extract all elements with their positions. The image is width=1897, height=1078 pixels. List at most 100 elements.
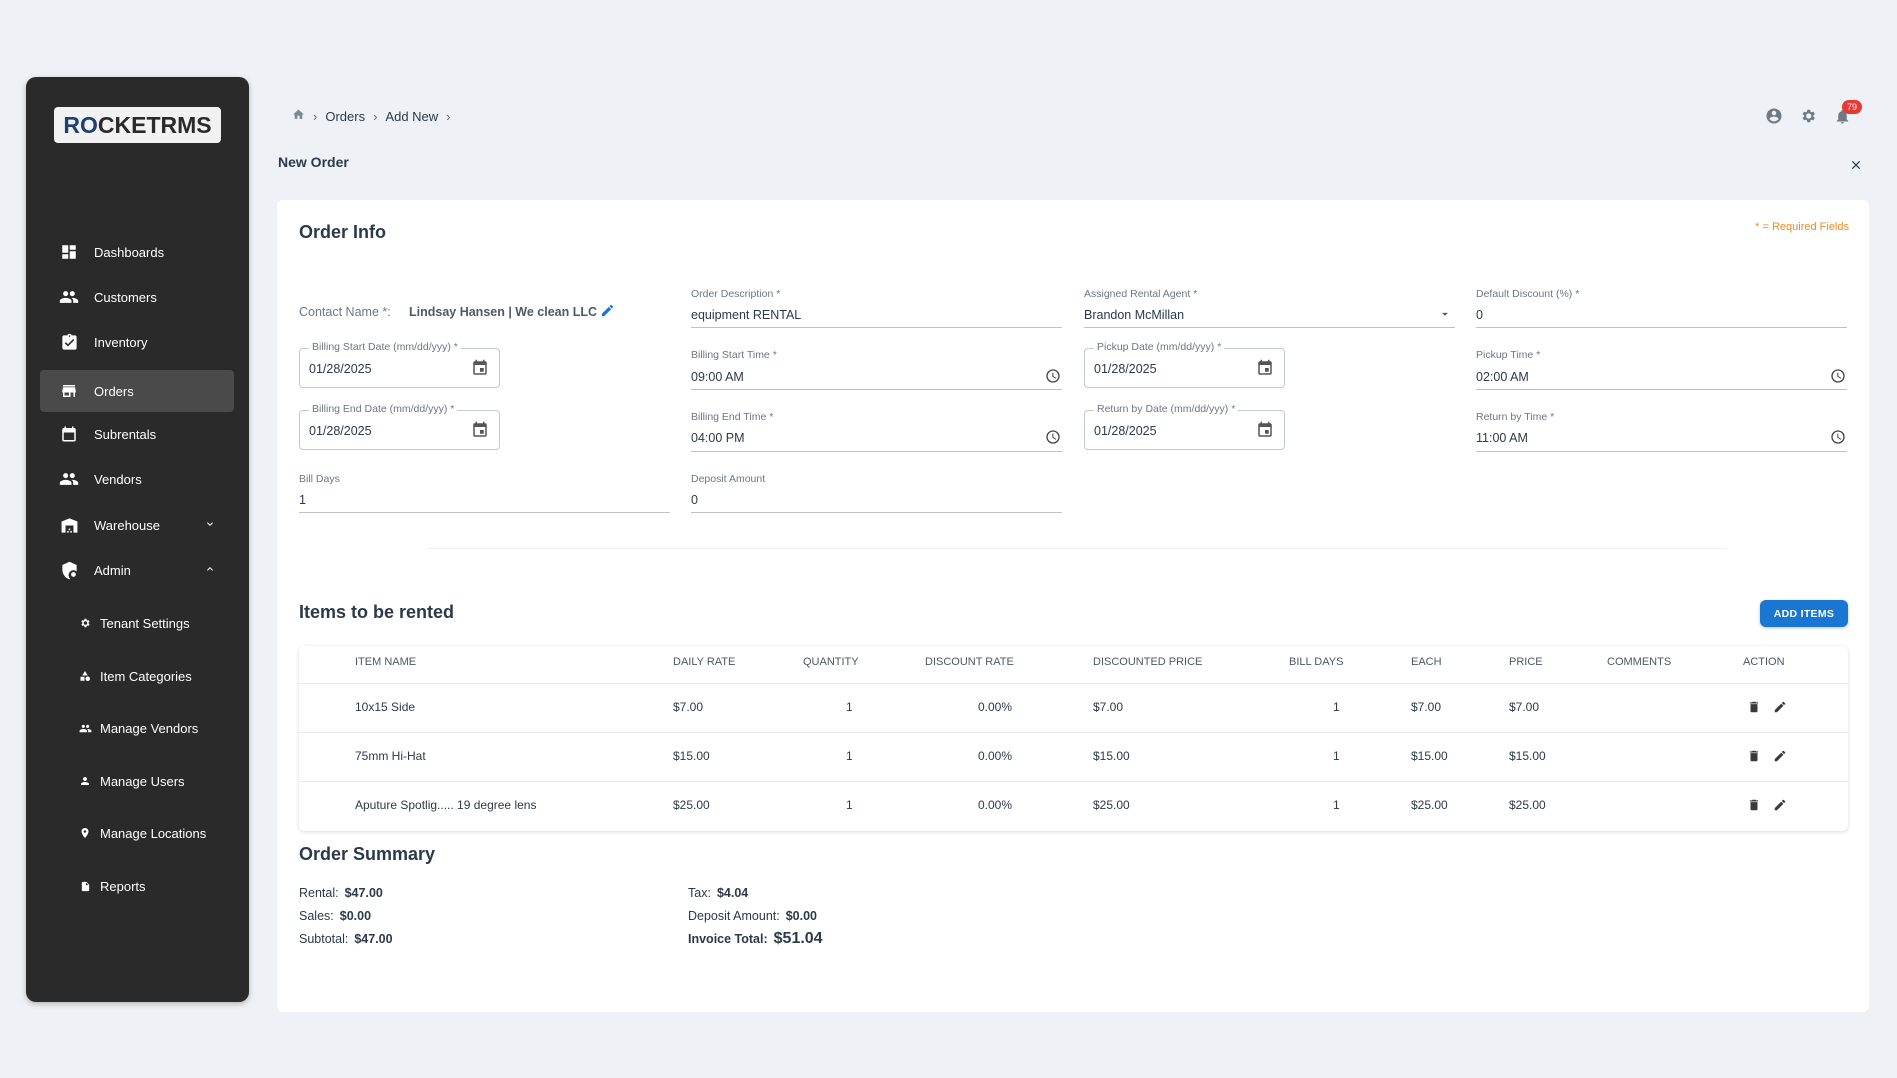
billing-end-date-value: 01/28/2025 [309, 424, 372, 438]
billing-end-date-field[interactable]: Billing End Date (mm/dd/yyy) * 01/28/202… [299, 403, 500, 450]
discount-rate-cell: 0.00% [978, 700, 1013, 714]
clock-icon[interactable] [1830, 429, 1846, 450]
summary-value: $47.00 [344, 886, 383, 900]
account-icon[interactable] [1764, 106, 1784, 126]
field-underline [691, 327, 1062, 328]
field-underline [691, 451, 1062, 452]
sidebar-item-orders[interactable]: Orders [40, 370, 234, 412]
clock-icon[interactable] [1830, 368, 1846, 389]
breadcrumb-add-new[interactable]: Add New [385, 108, 439, 124]
calendar-icon[interactable] [1256, 359, 1274, 382]
field-underline [691, 512, 1062, 513]
column-header[interactable]: BILL DAYS [1289, 656, 1344, 668]
column-header[interactable]: DISCOUNTED PRICE [1093, 656, 1203, 668]
order-info-title: Order Info [299, 222, 387, 242]
logo-text: CKETRMS [97, 111, 212, 138]
sidebar-item-subrentals[interactable]: Subrentals [40, 413, 234, 455]
notification-bell-icon[interactable]: 79 [1832, 100, 1863, 126]
field-underline [691, 389, 1062, 390]
header-actions: 79 [1764, 100, 1863, 126]
delete-icon[interactable] [1747, 749, 1761, 768]
home-icon[interactable] [292, 108, 305, 124]
billing-start-date-field[interactable]: Billing Start Date (mm/dd/yyy) * 01/28/2… [299, 341, 500, 388]
summary-label: Rental: [299, 886, 339, 900]
clock-icon[interactable] [1045, 368, 1061, 389]
pickup-date-field[interactable]: Pickup Date (mm/dd/yyy) * 01/28/2025 [1084, 341, 1285, 388]
item-name-cell: 75mm Hi-Hat [355, 749, 426, 763]
sidebar-item-warehouse[interactable]: Warehouse [40, 504, 234, 546]
pickup-date-label: Pickup Date (mm/dd/yyy) * [1094, 341, 1225, 353]
summary-tax: Tax: $4.04 [688, 886, 748, 900]
sidebar-item-label: Warehouse [94, 517, 160, 533]
summary-sales: Sales: $0.00 [299, 909, 371, 923]
sidebar-item-admin[interactable]: Admin [40, 549, 234, 591]
billing-start-time-field[interactable]: 09:00 AM [691, 370, 744, 384]
column-header[interactable]: PRICE [1509, 656, 1543, 668]
delete-icon[interactable] [1747, 798, 1761, 817]
column-header[interactable]: DISCOUNT RATE [925, 656, 1014, 668]
pickup-time-field[interactable]: 02:00 AM [1476, 370, 1529, 384]
column-header[interactable]: COMMENTS [1607, 656, 1672, 668]
column-header[interactable]: QUANTITY [803, 656, 859, 668]
sidebar-subitem-item-categories[interactable]: Item Categories [78, 661, 192, 691]
sidebar-item-inventory[interactable]: Inventory [40, 321, 234, 363]
edit-icon[interactable] [1773, 798, 1787, 817]
sidebar-item-vendors[interactable]: Vendors [40, 458, 234, 500]
column-header[interactable]: ITEM NAME [355, 656, 417, 668]
daily-rate-cell: $15.00 [673, 749, 710, 763]
sidebar-subitem-manage-users[interactable]: Manage Users [78, 766, 185, 796]
rental-agent-select[interactable]: Brandon McMillan [1084, 308, 1185, 322]
edit-icon[interactable] [1773, 749, 1787, 768]
summary-value: $0.00 [339, 909, 372, 923]
settings-gear-icon[interactable] [1798, 106, 1818, 126]
dropdown-arrow-icon[interactable] [1438, 307, 1452, 326]
app-logo[interactable]: R O CKETRMS [54, 107, 221, 143]
bill-days-field[interactable]: 1 [299, 493, 306, 507]
delete-icon[interactable] [1747, 700, 1761, 719]
calendar-icon[interactable] [471, 421, 489, 444]
people-icon [58, 468, 80, 490]
edit-contact-icon[interactable] [600, 303, 615, 323]
add-items-button[interactable]: ADD ITEMS [1760, 600, 1848, 627]
sidebar-item-customers[interactable]: Customers [40, 276, 234, 318]
sidebar-subitem-manage-vendors[interactable]: Manage Vendors [78, 713, 198, 743]
store-icon [58, 380, 80, 402]
billing-end-time-field[interactable]: 04:00 PM [691, 431, 745, 445]
sidebar-subitem-reports[interactable]: Reports [78, 871, 146, 901]
deposit-amount-label: Deposit Amount [691, 473, 766, 485]
quantity-cell: 1 [846, 700, 853, 714]
discount-rate-cell: 0.00% [978, 749, 1013, 763]
chevron-up-icon[interactable] [204, 563, 216, 578]
breadcrumb-orders-link[interactable]: Orders [325, 108, 366, 124]
bill-days-label: Bill Days [299, 473, 340, 485]
deposit-amount-field[interactable]: 0 [691, 493, 698, 507]
return-time-field[interactable]: 11:00 AM [1476, 431, 1528, 445]
calendar-icon[interactable] [1256, 421, 1274, 444]
clock-icon[interactable] [1045, 429, 1061, 450]
default-discount-label: Default Discount (%) * [1476, 288, 1580, 300]
file-icon [78, 879, 92, 893]
order-form-card: Order Info * = Required Fields Contact N… [277, 200, 1869, 1012]
return-date-field[interactable]: Return by Date (mm/dd/yyy) * 01/28/2025 [1084, 403, 1285, 450]
discounted-price-cell: $7.00 [1093, 700, 1124, 714]
chevron-down-icon[interactable] [204, 518, 216, 533]
gear-icon [78, 616, 92, 630]
default-discount-field[interactable]: 0 [1476, 308, 1483, 322]
field-underline [1476, 389, 1847, 390]
order-description-field[interactable]: equipment RENTAL [691, 308, 802, 322]
column-header[interactable]: EACH [1411, 656, 1442, 668]
close-icon[interactable] [1846, 155, 1866, 175]
edit-icon[interactable] [1773, 700, 1787, 719]
sidebar-item-label: Subrentals [94, 426, 157, 442]
column-header[interactable]: ACTION [1743, 656, 1785, 668]
people-icon [58, 286, 80, 308]
people-icon [78, 721, 92, 735]
page-title: New Order [278, 154, 349, 170]
field-underline [299, 512, 670, 513]
sidebar-subitem-manage-locations[interactable]: Manage Locations [78, 818, 206, 848]
column-header[interactable]: DAILY RATE [673, 656, 736, 668]
calendar-icon[interactable] [471, 359, 489, 382]
sidebar-subitem-tenant-settings[interactable]: Tenant Settings [78, 608, 190, 638]
sidebar-item-dashboards[interactable]: Dashboards [40, 231, 234, 273]
contact-name-value[interactable]: Lindsay Hansen | We clean LLC [409, 305, 598, 319]
